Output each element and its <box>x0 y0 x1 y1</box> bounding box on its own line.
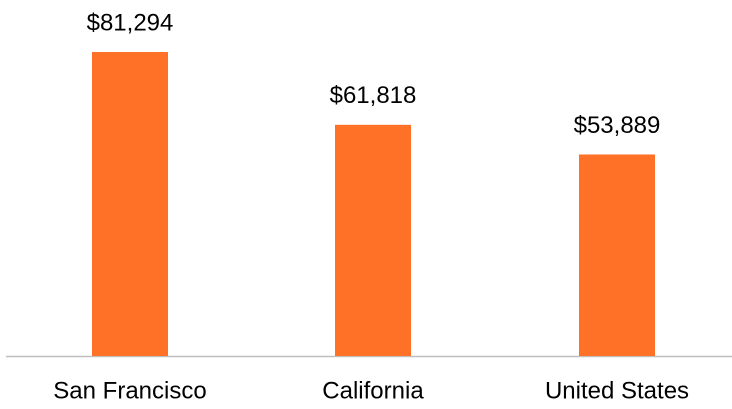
x-tick-label: California <box>322 377 424 404</box>
x-tick-label: United States <box>545 377 689 404</box>
value-label: $81,294 <box>87 9 174 36</box>
value-label: $53,889 <box>574 112 661 139</box>
bar <box>92 52 168 356</box>
bar <box>335 124 411 356</box>
bar <box>579 154 655 356</box>
value-label: $61,818 <box>330 82 417 109</box>
x-tick-label: San Francisco <box>53 377 206 404</box>
